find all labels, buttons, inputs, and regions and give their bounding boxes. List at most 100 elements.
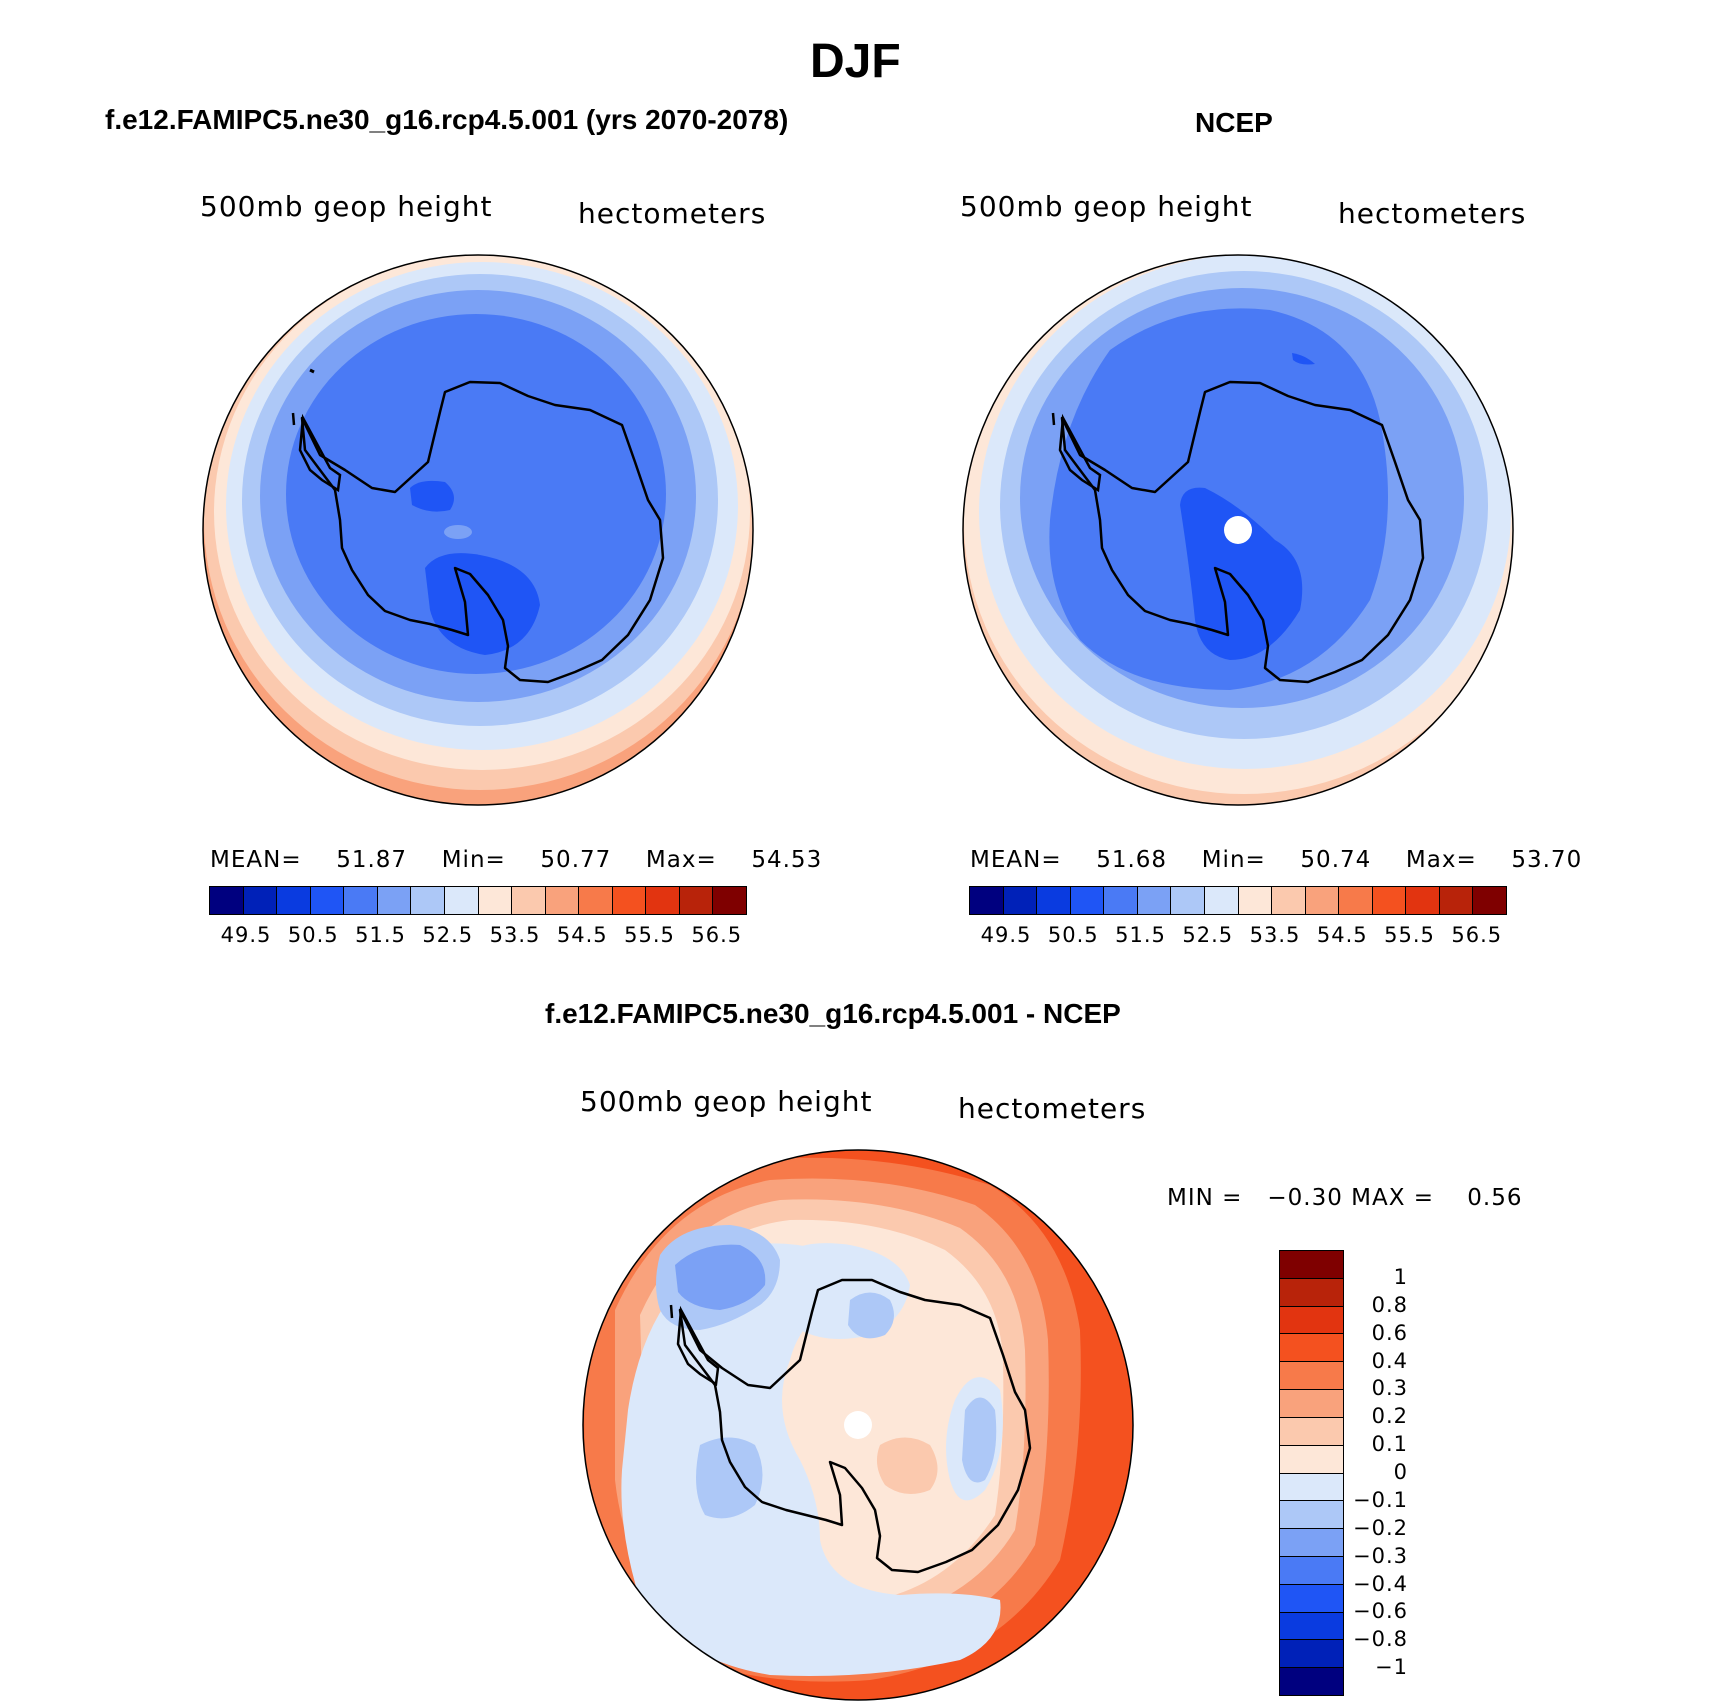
- antarctica-coastline: [300, 380, 665, 684]
- diff-field-negative: [848, 1292, 894, 1339]
- model-field-band: [260, 290, 696, 702]
- obs-field-band: [979, 255, 1511, 769]
- obs-colorbar-cell: [1204, 887, 1239, 914]
- obs-max-value: 53.70: [1511, 847, 1583, 873]
- model-colorbar-cell: [646, 887, 680, 914]
- obs-field-patch: [1292, 353, 1315, 365]
- obs-stats: MEAN= 51.68 Min= 50.74 Max= 53.70: [970, 847, 1582, 873]
- obs-colorbar-cell: [970, 887, 1004, 914]
- model-case-title: f.e12.FAMIPC5.ne30_g16.rcp4.5.001 (yrs 2…: [105, 104, 789, 135]
- diff-colorbar-cell: [1280, 1529, 1343, 1557]
- model-colorbar-tick-label: 56.5: [691, 923, 743, 947]
- diff-colorbar-cell: [1280, 1501, 1343, 1530]
- obs-colorbar-cell: [1070, 887, 1105, 914]
- obs-colorbar-cell: [1372, 887, 1407, 914]
- obs-colorbar-tick-label: 49.5: [980, 923, 1032, 947]
- model-map-boundary: [202, 254, 754, 806]
- diff-field-band: [584, 1157, 1081, 1682]
- model-variable-label: 500mb geop height: [200, 190, 493, 223]
- obs-field-band: [963, 255, 1513, 805]
- diff-field-negative: [946, 1377, 1003, 1501]
- model-colorbar-cell: [713, 887, 746, 914]
- diff-pole-hole: [844, 1411, 872, 1439]
- obs-units-label: hectometers: [1338, 197, 1527, 230]
- diff-colorbar-tick-label: −0.2: [1353, 1515, 1408, 1540]
- obs-min-label: Min=: [1201, 847, 1266, 873]
- diff-colorbar-cell: [1280, 1306, 1343, 1335]
- model-colorbar-tick-label: 54.5: [556, 923, 608, 947]
- diff-colorbar-tick-label: −1: [1375, 1655, 1408, 1680]
- model-field-band: [204, 255, 753, 790]
- diff-field-positive: [876, 1437, 938, 1494]
- obs-colorbar-tick-label: 51.5: [1115, 923, 1166, 947]
- diff-field-negative: [675, 1244, 766, 1310]
- obs-max-label: Max=: [1405, 847, 1477, 873]
- obs-colorbar-tick-label: 52.5: [1182, 923, 1234, 947]
- model-colorbar-cell: [545, 887, 580, 914]
- diff-colorbar-tick-label: 1: [1393, 1264, 1408, 1289]
- obs-field-band: [964, 255, 1513, 794]
- diff-colorbar: [1279, 1250, 1344, 1696]
- model-colorbar-tick-label: 55.5: [624, 923, 675, 947]
- diff-colorbar-cell: [1280, 1417, 1343, 1446]
- diff-field-negative: [779, 1243, 910, 1339]
- diff-colorbar-tick-label: −0.8: [1353, 1627, 1408, 1652]
- obs-colorbar-cell: [1305, 887, 1340, 914]
- model-colorbar-cell: [344, 887, 378, 914]
- diff-field-negative: [696, 1437, 763, 1519]
- model-field-band: [226, 262, 738, 750]
- diff-colorbar-cell: [1280, 1390, 1343, 1418]
- obs-colorbar-tick-label: 56.5: [1451, 923, 1503, 947]
- model-min-label: Min=: [441, 847, 506, 873]
- model-colorbar-cell: [512, 887, 546, 914]
- model-colorbar-cell: [243, 887, 278, 914]
- diff-colorbar-cell: [1280, 1251, 1343, 1279]
- diff-field-band: [640, 1199, 1026, 1624]
- model-colorbar-tick-label: 49.5: [220, 923, 272, 947]
- model-max-value: 54.53: [751, 847, 823, 873]
- peninsula-coastline: [298, 413, 342, 493]
- diff-case-title: f.e12.FAMIPC5.ne30_g16.rcp4.5.001 - NCEP: [545, 998, 1121, 1029]
- diff-colorbar-cell: [1280, 1668, 1343, 1695]
- island-coastline: [291, 412, 296, 426]
- obs-colorbar-cell: [1238, 887, 1273, 914]
- obs-colorbar-tick-label: 53.5: [1249, 923, 1301, 947]
- model-field-low: [425, 553, 540, 655]
- obs-pole-hole: [1224, 516, 1252, 544]
- obs-colorbar-cell: [1104, 887, 1138, 914]
- obs-colorbar-tick-label: 55.5: [1384, 923, 1435, 947]
- diff-colorbar-cell: [1280, 1362, 1343, 1391]
- model-field-band: [203, 255, 753, 805]
- diff-field-band: [583, 1150, 1133, 1700]
- model-field-band: [242, 274, 718, 726]
- obs-mean-value: 51.68: [1096, 847, 1168, 873]
- figure-title: DJF: [810, 35, 901, 88]
- obs-field-band: [1020, 288, 1464, 708]
- antarctica-coastline: [678, 1278, 1032, 1574]
- obs-variable-label: 500mb geop height: [960, 190, 1253, 223]
- obs-colorbar: [969, 886, 1507, 915]
- diff-colorbar-tick-label: 0.2: [1371, 1404, 1408, 1429]
- model-max-label: Max=: [645, 847, 717, 873]
- diff-colorbar-cell: [1280, 1278, 1343, 1307]
- obs-case-title: NCEP: [1195, 107, 1273, 138]
- diff-colorbar-tick-label: 0.4: [1371, 1348, 1408, 1373]
- diff-colorbar-cell: [1280, 1473, 1343, 1502]
- model-min-value: 50.77: [540, 847, 612, 873]
- obs-colorbar-tick-label: 54.5: [1316, 923, 1368, 947]
- model-colorbar-cell: [444, 887, 479, 914]
- model-mean-value: 51.87: [336, 847, 408, 873]
- model-field-band: [286, 314, 666, 674]
- diff-minmax: MIN = −0.30 MAX = 0.56: [1167, 1185, 1523, 1211]
- obs-colorbar-tick-label: 50.5: [1047, 923, 1099, 947]
- model-stats: MEAN= 51.87 Min= 50.77 Max= 54.53: [210, 847, 822, 873]
- diff-colorbar-tick-label: −0.6: [1353, 1599, 1408, 1624]
- obs-map-boundary: [962, 254, 1514, 806]
- obs-mean-label: MEAN=: [970, 847, 1062, 873]
- model-colorbar-cell: [310, 887, 345, 914]
- obs-colorbar-cell: [1272, 887, 1306, 914]
- model-units-label: hectometers: [578, 197, 767, 230]
- diff-colorbar-cell: [1280, 1556, 1343, 1585]
- peninsula-coastline: [1058, 413, 1102, 493]
- model-colorbar: [209, 886, 747, 915]
